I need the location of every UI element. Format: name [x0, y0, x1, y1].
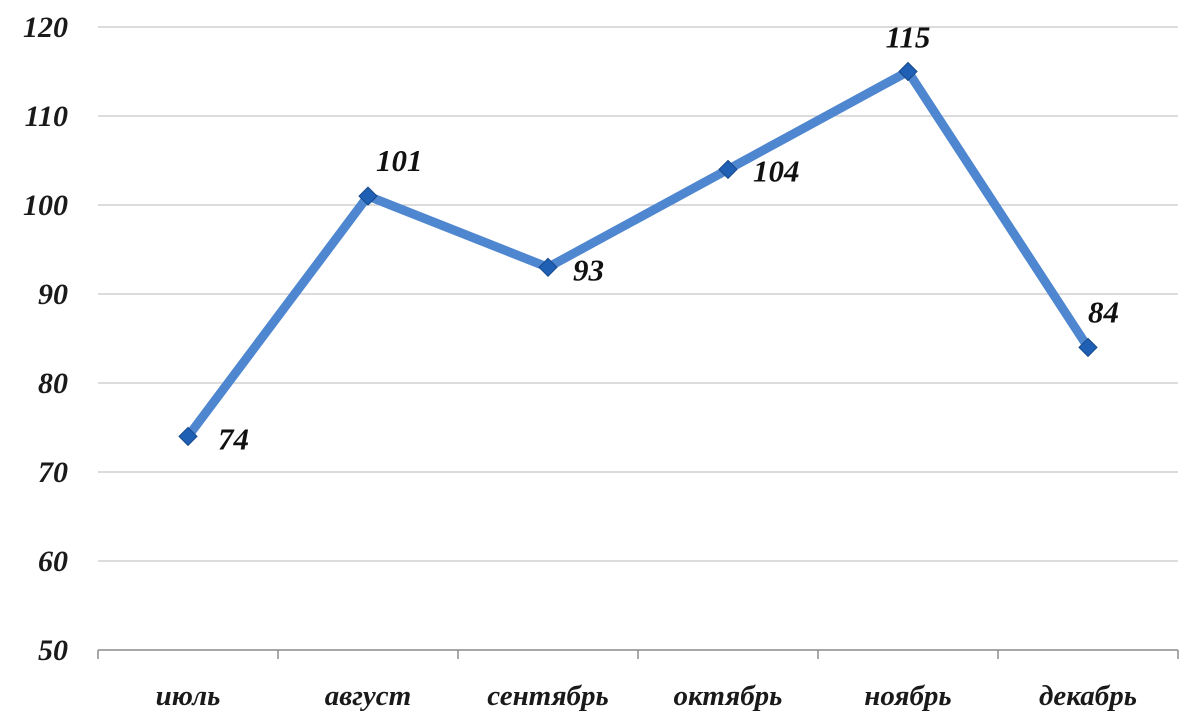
- data-markers: [178, 61, 1098, 447]
- data-point-1: [358, 186, 378, 206]
- data-point-0: [178, 426, 198, 447]
- data-label-4: 115: [886, 20, 931, 55]
- x-tick-label-2: сентябрь: [487, 680, 609, 712]
- y-tick-labels: 50 60 70 80 90 100 110 120: [23, 11, 68, 667]
- data-label-1: 101: [376, 143, 423, 178]
- data-labels: 74 101 93 104 115 84: [218, 20, 1119, 457]
- gridlines: [98, 26, 1178, 562]
- data-label-5: 84: [1088, 294, 1119, 329]
- y-tick-label-50: 50: [38, 634, 68, 667]
- y-tick-label-90: 90: [38, 278, 68, 311]
- x-tick-label-4: ноябрь: [864, 680, 951, 712]
- data-label-2: 93: [573, 252, 604, 287]
- y-tick-label-100: 100: [23, 189, 68, 222]
- x-tick-label-0: июль: [156, 680, 221, 712]
- x-tick-label-1: август: [325, 680, 411, 712]
- data-label-3: 104: [753, 153, 800, 188]
- axes: [97, 649, 1179, 659]
- data-point-3: [718, 159, 738, 180]
- series-line-group: [183, 67, 1093, 441]
- data-point-2: [538, 257, 558, 278]
- y-tick-label-70: 70: [38, 456, 68, 489]
- series-line: [183, 67, 1093, 441]
- y-tick-label-110: 110: [25, 100, 68, 133]
- x-tick-label-3: октябрь: [674, 680, 783, 712]
- data-label-0: 74: [218, 421, 249, 456]
- data-point-4: [898, 61, 918, 82]
- y-tick-label-60: 60: [38, 545, 68, 578]
- data-point-5: [1078, 337, 1098, 358]
- x-tick-labels: июль август сентябрь октябрь ноябрь декабрь: [156, 680, 1137, 712]
- y-tick-label-80: 80: [38, 367, 68, 400]
- x-tick-label-5: декабрь: [1039, 680, 1137, 712]
- y-tick-label-120: 120: [23, 11, 68, 44]
